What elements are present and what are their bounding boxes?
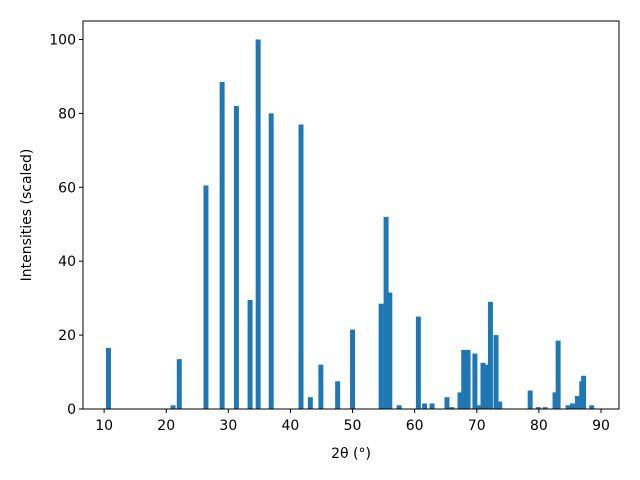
bar (461, 349, 467, 409)
bar (555, 340, 561, 409)
bar (565, 405, 571, 409)
bar (233, 105, 239, 409)
bar (483, 364, 489, 409)
bar (527, 390, 533, 409)
bar (422, 403, 428, 409)
x-tick-label: 80 (530, 418, 548, 434)
bar (569, 403, 575, 409)
bar (105, 348, 111, 409)
bar (449, 407, 455, 409)
bar (378, 303, 384, 409)
bar (247, 299, 253, 409)
bar (574, 396, 580, 409)
bar (415, 316, 421, 409)
y-tick-label: 60 (58, 180, 76, 196)
bar (219, 81, 225, 409)
x-tick-label: 30 (219, 418, 237, 434)
bar (444, 397, 450, 409)
bar (318, 364, 324, 409)
bar (581, 375, 587, 409)
bar (480, 362, 486, 409)
bar (298, 124, 304, 409)
bar (542, 407, 548, 409)
bar (457, 392, 463, 409)
bar (170, 405, 176, 409)
x-axis-label: 2θ (°) (331, 446, 371, 462)
bar (497, 401, 503, 409)
bar (268, 113, 274, 409)
y-tick-label: 40 (58, 254, 76, 270)
bar (535, 407, 541, 409)
y-tick-label: 80 (58, 106, 76, 122)
bar (387, 292, 393, 409)
x-tick-label: 20 (157, 418, 175, 434)
y-axis-label: Intensities (scaled) (19, 149, 35, 282)
bar (335, 381, 341, 409)
y-tick-label: 20 (58, 328, 76, 344)
bar (429, 403, 435, 409)
x-tick-label: 50 (344, 418, 362, 434)
x-tick-label: 40 (282, 418, 300, 434)
bar (255, 39, 261, 409)
plot-frame (82, 20, 620, 410)
x-tick-label: 70 (468, 418, 486, 434)
bar (472, 353, 478, 409)
bar (396, 405, 402, 409)
y-tick-label: 100 (49, 32, 76, 48)
bar (476, 405, 482, 409)
bar (383, 216, 389, 409)
bar (350, 329, 356, 409)
x-tick-label: 60 (406, 418, 424, 434)
bar (307, 397, 313, 409)
bar (552, 392, 558, 409)
bar (589, 405, 595, 409)
bar (203, 185, 209, 409)
bar (465, 349, 471, 409)
x-tick-label: 90 (592, 418, 610, 434)
bar (487, 301, 493, 409)
bar (176, 359, 182, 409)
y-tick-label: 0 (67, 402, 76, 418)
bar (493, 335, 499, 409)
x-tick-label: 10 (95, 418, 113, 434)
